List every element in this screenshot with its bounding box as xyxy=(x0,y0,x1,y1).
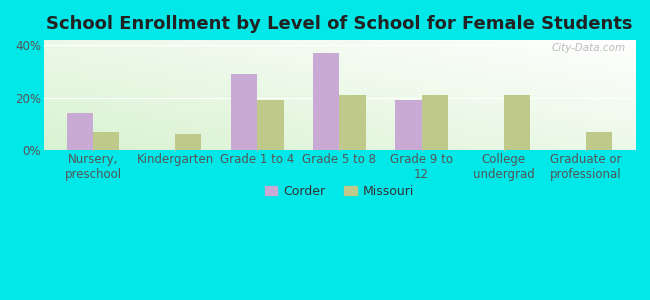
Bar xyxy=(586,132,612,150)
Text: City-Data.com: City-Data.com xyxy=(552,44,626,53)
Title: School Enrollment by Level of School for Female Students: School Enrollment by Level of School for… xyxy=(46,15,632,33)
Legend: Corder, Missouri: Corder, Missouri xyxy=(259,180,419,203)
Bar xyxy=(175,134,202,150)
Bar xyxy=(67,113,93,150)
Bar xyxy=(504,95,530,150)
Bar xyxy=(339,95,366,150)
Bar xyxy=(395,100,421,150)
Bar xyxy=(231,74,257,150)
Bar xyxy=(257,100,283,150)
Bar xyxy=(313,53,339,150)
Bar xyxy=(93,132,120,150)
Bar xyxy=(421,95,448,150)
